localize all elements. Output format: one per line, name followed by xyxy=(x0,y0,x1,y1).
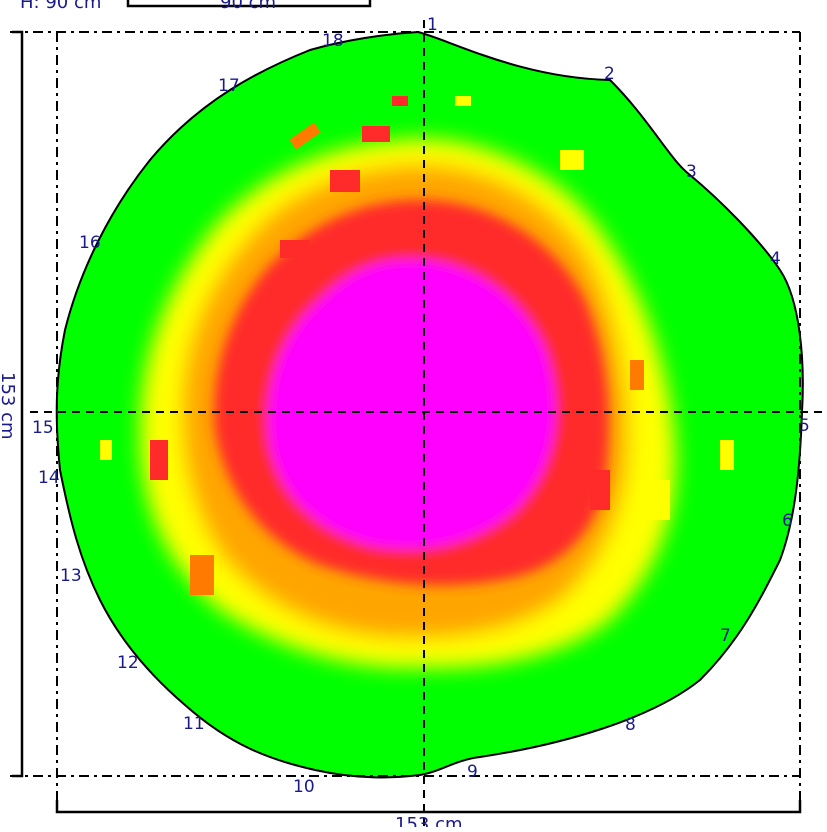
vertical-dimension-label: 153 cm xyxy=(0,372,18,440)
point-label: 9 xyxy=(467,762,478,782)
point-label: 1 xyxy=(427,15,438,35)
point-label: 3 xyxy=(686,162,697,182)
height-dimension-label: H: 90 cm xyxy=(20,0,101,13)
point-label: 18 xyxy=(322,31,344,51)
point-label: 10 xyxy=(293,777,315,797)
crosshair xyxy=(30,20,827,827)
point-label: 15 xyxy=(32,418,54,438)
point-label: 7 xyxy=(720,626,731,646)
point-label: 11 xyxy=(183,714,205,734)
point-label: 13 xyxy=(60,566,82,586)
depth-dimension-label: 90 cm xyxy=(220,0,276,13)
point-label: 8 xyxy=(625,715,636,735)
point-label: 12 xyxy=(117,653,139,673)
point-label: 14 xyxy=(38,468,60,488)
width-dimension-label: 153 cm xyxy=(395,814,463,827)
magenta-zone xyxy=(268,259,555,549)
point-label: 5 xyxy=(799,416,810,436)
point-label: 17 xyxy=(218,76,240,96)
hotspot-patches xyxy=(100,96,734,595)
point-label: 6 xyxy=(782,511,793,531)
bounding-box xyxy=(10,31,801,800)
point-label: 2 xyxy=(604,64,615,84)
pressure-outline xyxy=(55,30,804,779)
point-label: 16 xyxy=(79,233,101,253)
point-label: 4 xyxy=(770,249,781,269)
point-labels: 1 2 3 4 5 6 7 8 9 10 11 12 13 14 15 16 1… xyxy=(32,15,810,797)
dimension-bars xyxy=(12,0,802,814)
